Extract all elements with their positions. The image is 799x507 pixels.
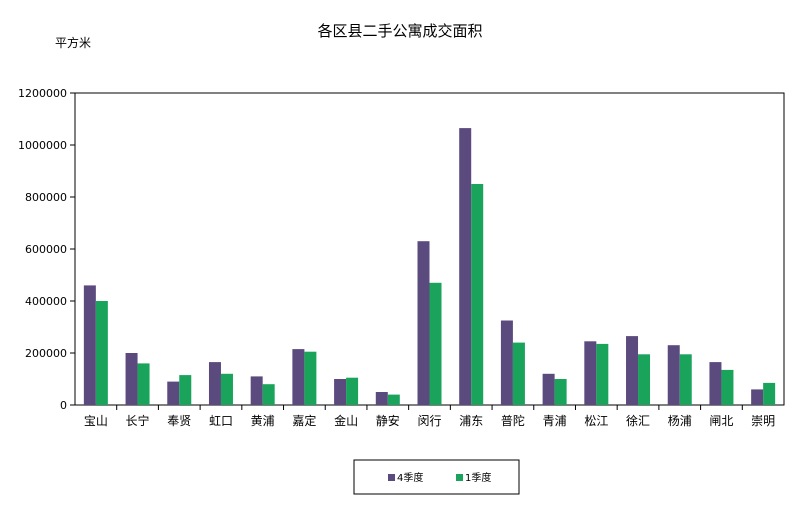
bar-1q [95,301,108,405]
bar-4q [751,389,764,405]
x-tick-label: 闵行 [417,413,441,428]
bar-1q [429,282,442,405]
bar-4q [459,128,472,405]
bar-1q [679,354,692,405]
legend-label-1q: 1季度 [465,471,491,484]
bar-1q [471,184,484,405]
legend-box [353,459,520,495]
bar-4q [250,376,263,405]
bar-1q [346,377,359,405]
bar-4q [542,373,555,405]
bar-1q [596,343,609,405]
y-tick-label: 1200000 [18,87,67,100]
legend: 4季度 1季度 [353,459,520,495]
y-tick-label: 400000 [25,295,67,308]
x-tick-label: 浦东 [459,414,483,428]
y-tick-label: 200000 [25,347,67,360]
y-axis-unit-label: 平方米 [55,35,91,50]
bar-4q [709,362,722,405]
bar-1q [554,379,567,405]
bars-group [83,128,776,405]
bar-1q [638,354,651,405]
x-tick-label: 静安 [376,413,400,428]
bar-1q [763,382,776,405]
x-tick-label: 长宁 [126,413,150,428]
bar-4q [208,362,221,405]
bar-4q [83,285,96,405]
bar-1q [721,369,734,405]
x-tick-label: 杨浦 [668,413,692,428]
y-tick-label: 600000 [25,243,67,256]
x-axis: 宝山 长宁 奉贤 虹口 黄浦 嘉定 金山 静安 闵行 浦东 普陀 青浦 松江 徐汇 杨浦 闸北 崇明 [84,405,775,428]
chart-title: 各区县二手公寓成交面积 [317,22,482,40]
bar-4q [125,353,138,405]
bar-4q [584,341,597,405]
legend-swatch-1q [456,474,463,481]
x-tick-label: 虹口 [209,414,233,428]
legend-swatch-4q [388,474,395,481]
y-tick-label: 800000 [25,191,67,204]
bar-1q [137,363,150,405]
y-tick-label: 1000000 [18,139,67,152]
bar-1q [220,373,233,405]
x-tick-label: 崇明 [751,414,775,428]
bar-1q [512,342,525,405]
y-tick-label: 0 [60,399,67,412]
legend-label-4q: 4季度 [397,471,423,484]
bar-4q [375,392,388,405]
x-tick-label: 徐汇 [626,413,650,428]
x-tick-label: 黄浦 [251,414,275,428]
bar-4q [417,241,430,405]
bar-4q [167,381,180,405]
x-tick-label: 闸北 [709,414,733,428]
x-tick-label: 宝山 [84,414,108,428]
bar-4q [292,349,305,405]
x-tick-label: 金山 [334,413,358,428]
y-axis: 0 200000 400000 600000 800000 1000000 1200000 [18,87,75,412]
bar-1q [304,351,317,405]
bar-4q [626,336,639,405]
x-tick-label: 嘉定 [292,413,316,428]
bar-1q [387,394,400,405]
x-tick-label: 普陀 [501,413,525,428]
bar-4q [667,345,680,405]
bar-4q [334,379,347,405]
bar-1q [262,384,275,405]
bar-1q [179,375,192,405]
x-tick-label: 奉贤 [167,414,191,428]
x-tick-label: 松江 [584,414,608,428]
bar-4q [500,320,513,405]
x-tick-label: 青浦 [543,414,567,428]
